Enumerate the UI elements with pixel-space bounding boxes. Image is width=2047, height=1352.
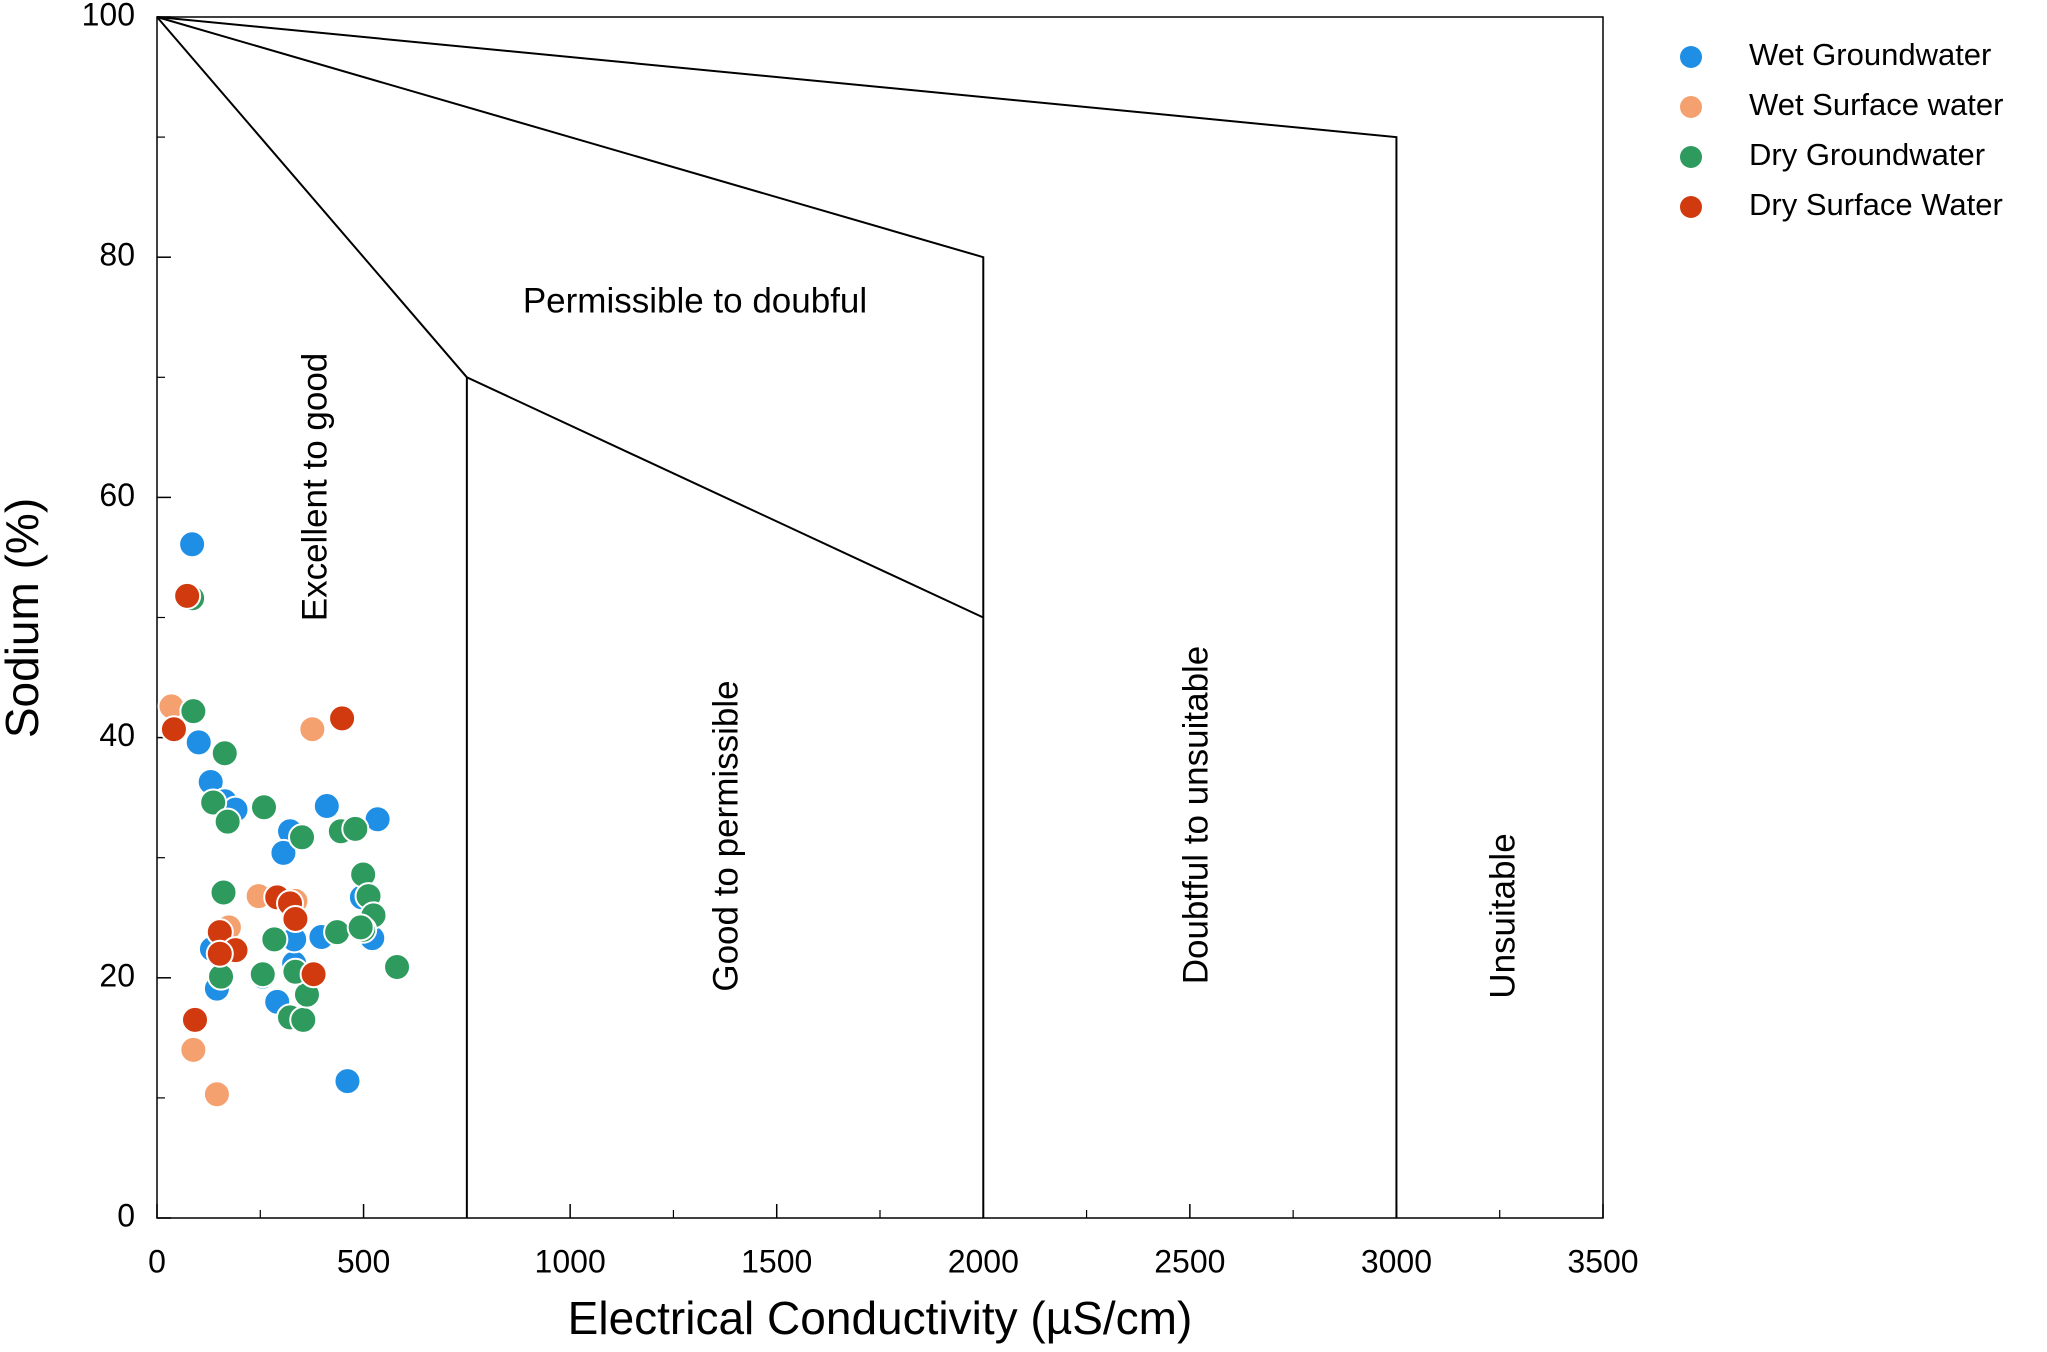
boundary-line xyxy=(156,16,1398,1218)
data-point xyxy=(299,960,328,989)
data-point xyxy=(289,1005,318,1034)
data-point xyxy=(269,838,298,867)
boundary-line xyxy=(466,376,984,619)
y-tick-label: 100 xyxy=(82,0,135,32)
x-tick-label: 1000 xyxy=(535,1243,606,1279)
data-point xyxy=(333,1067,362,1096)
legend-marker xyxy=(1680,46,1702,68)
data-point xyxy=(179,1035,208,1064)
x-tick-label: 3500 xyxy=(1567,1243,1638,1279)
y-tick-label: 40 xyxy=(99,717,135,753)
region-label: Permissible to doubful xyxy=(523,281,867,320)
data-point xyxy=(250,793,279,822)
region-label: Unsuitable xyxy=(1483,833,1522,998)
data-point xyxy=(213,807,242,836)
data-point xyxy=(205,939,234,968)
y-axis-title: Sodium (%) xyxy=(0,498,48,738)
data-point xyxy=(248,960,277,989)
data-point xyxy=(346,913,375,942)
data-point xyxy=(178,530,207,559)
legend-marker xyxy=(1680,146,1702,168)
y-tick-label: 20 xyxy=(99,957,135,993)
legend-label: Wet Groundwater xyxy=(1749,37,1991,72)
x-tick-label: 2500 xyxy=(1154,1243,1225,1279)
boundary-line xyxy=(156,16,985,1218)
data-point xyxy=(288,823,317,852)
data-point xyxy=(181,1005,210,1034)
data-point xyxy=(260,925,289,954)
y-tick-label: 0 xyxy=(117,1197,135,1233)
data-point xyxy=(312,792,341,821)
x-tick-label: 2000 xyxy=(948,1243,1019,1279)
x-tick-label: 1500 xyxy=(741,1243,812,1279)
data-point xyxy=(184,728,213,757)
data-point xyxy=(173,581,202,610)
data-point xyxy=(209,878,238,907)
data-point xyxy=(281,904,310,933)
legend-label: Dry Groundwater xyxy=(1749,137,1985,172)
x-tick-label: 0 xyxy=(148,1243,166,1279)
data-point xyxy=(298,715,327,744)
data-point xyxy=(179,697,208,726)
data-point xyxy=(323,918,352,947)
data-point xyxy=(341,814,370,843)
x-tick-label: 3000 xyxy=(1361,1243,1432,1279)
y-tick-label: 80 xyxy=(99,237,135,273)
legend-label: Dry Surface Water xyxy=(1749,187,2003,222)
x-tick-label: 500 xyxy=(337,1243,390,1279)
legend-label: Wet Surface water xyxy=(1749,87,2003,122)
legend-marker xyxy=(1680,196,1702,218)
x-axis-title: Electrical Conductivity (µS/cm) xyxy=(568,1292,1193,1344)
y-tick-label: 60 xyxy=(99,477,135,513)
data-point xyxy=(202,1080,231,1109)
region-label: Doubtful to unsuitable xyxy=(1176,646,1215,985)
region-label: Good to permissible xyxy=(706,680,745,991)
data-point xyxy=(210,739,239,768)
data-point xyxy=(383,952,412,981)
legend-marker xyxy=(1680,96,1702,118)
region-label: Excellent to good xyxy=(295,353,334,622)
data-point xyxy=(199,788,228,817)
data-point xyxy=(159,715,188,744)
data-point xyxy=(328,704,357,733)
